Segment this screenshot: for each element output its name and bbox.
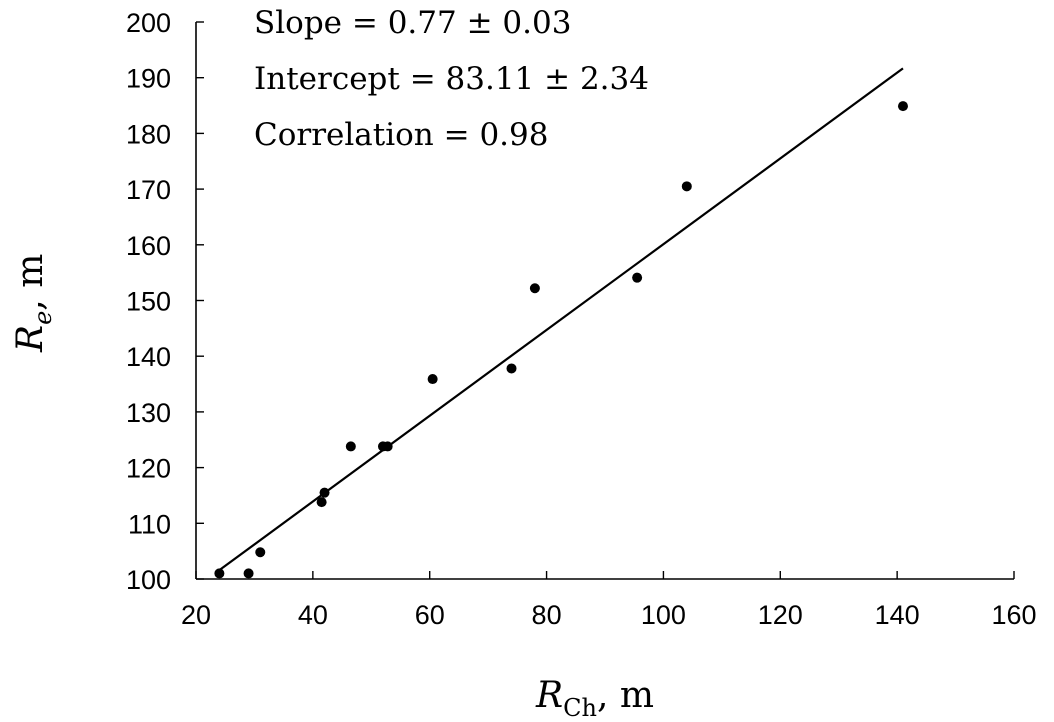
- x-axis-title-var: R: [535, 675, 563, 716]
- stats-annotations: Slope = 0.77 ± 0.03 Intercept = 83.11 ± …: [254, 5, 649, 153]
- x-tick-label: 40: [298, 600, 328, 630]
- annotation-intercept: Intercept = 83.11 ± 2.34: [254, 61, 649, 97]
- y-tick-label: 100: [126, 565, 171, 595]
- y-axis-title-var: R: [10, 325, 51, 353]
- x-tick-label: 100: [641, 600, 686, 630]
- x-tick-label: 140: [875, 600, 920, 630]
- x-tick-label: 20: [181, 600, 211, 630]
- x-axis-title: RCh, m: [535, 675, 654, 722]
- x-axis-title-sub: Ch: [563, 694, 597, 722]
- y-axis-title-sub: e: [29, 311, 57, 325]
- data-point: [214, 568, 225, 579]
- fit-line-group: [215, 67, 904, 574]
- data-point: [506, 363, 517, 374]
- y-axis-title: Re, m: [10, 254, 57, 353]
- y-axis-title-unit: , m: [10, 254, 51, 311]
- y-tick-label: 170: [126, 175, 171, 205]
- data-point: [316, 497, 327, 508]
- x-axis-title-unit: , m: [597, 675, 654, 716]
- data-point: [681, 181, 692, 192]
- data-points: [214, 101, 908, 579]
- data-point: [897, 101, 908, 112]
- x-axis-ticks: 20 40 60 80 100 120 140 160: [181, 571, 1037, 630]
- y-tick-label: 180: [126, 119, 171, 149]
- data-point: [255, 547, 266, 558]
- fit-line: [215, 67, 904, 574]
- x-tick-label: 80: [532, 600, 562, 630]
- data-point: [529, 283, 540, 294]
- y-tick-label: 200: [126, 8, 171, 38]
- axes: [195, 22, 1014, 580]
- data-point: [632, 272, 643, 283]
- annotation-correlation: Correlation = 0.98: [254, 117, 548, 153]
- x-tick-label: 120: [758, 600, 803, 630]
- x-tick-label: 60: [415, 600, 445, 630]
- data-point: [382, 441, 393, 452]
- y-tick-label: 150: [126, 287, 171, 317]
- y-tick-label: 130: [126, 398, 171, 428]
- data-point: [319, 487, 330, 498]
- data-point: [427, 374, 438, 385]
- y-tick-label: 140: [126, 342, 171, 372]
- y-tick-label: 110: [128, 509, 171, 539]
- annotation-slope: Slope = 0.77 ± 0.03: [254, 5, 571, 41]
- data-point: [345, 441, 356, 452]
- y-tick-label: 190: [126, 64, 171, 94]
- data-point: [243, 568, 254, 579]
- x-tick-label: 160: [991, 600, 1036, 630]
- y-tick-label: 160: [126, 231, 171, 261]
- y-axis-ticks: 100 110 120 130 140 150 160 170 180 190 200: [126, 8, 204, 595]
- y-tick-label: 120: [126, 454, 171, 484]
